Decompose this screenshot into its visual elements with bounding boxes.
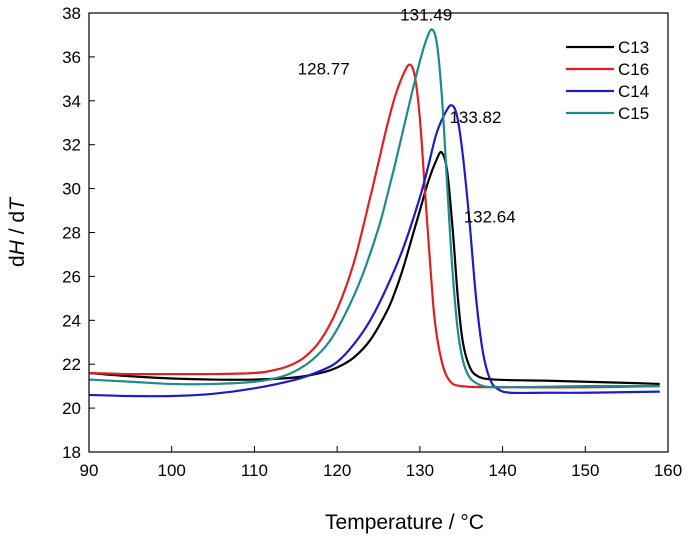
- y-tick-label: 20: [62, 399, 81, 418]
- legend-label-c14: C14: [618, 82, 649, 101]
- legend-label-c16: C16: [618, 60, 649, 79]
- peak-label-c14: 133.82: [449, 108, 501, 127]
- peak-label-c16: 128.77: [298, 60, 350, 79]
- x-tick-label: 160: [654, 461, 682, 480]
- x-tick-label: 120: [323, 461, 351, 480]
- series-layer: [88, 28, 660, 398]
- ticks-layer: 90 100 110 120 130 140 150 160 18 20 22 24 26 28 30 32 3…: [62, 4, 682, 480]
- x-tick-label: 100: [158, 461, 186, 480]
- y-tick-label: 26: [62, 267, 81, 286]
- y-tick-label: 24: [62, 311, 81, 330]
- y-tick-label: 32: [62, 136, 81, 155]
- series-line-c15: [88, 28, 660, 389]
- y-tick-label: 34: [62, 92, 81, 111]
- legend: C13 C16 C14 C15: [566, 38, 649, 123]
- peak-label-c15: 131.49: [400, 5, 452, 24]
- x-axis-title: Temperature / °C: [325, 511, 484, 534]
- series-line-c16: [88, 63, 660, 389]
- legend-label-c15: C15: [618, 104, 649, 123]
- y-tick-label: 22: [62, 355, 81, 374]
- peak-label-c13: 132.64: [464, 207, 516, 226]
- x-tick-label: 110: [241, 461, 268, 480]
- y-tick-label: 28: [62, 224, 81, 243]
- y-tick-label: 38: [62, 4, 81, 23]
- x-tick-label: 150: [571, 461, 599, 480]
- legend-label-c13: C13: [618, 38, 649, 57]
- y-axis-title-part-3: / d: [6, 211, 29, 240]
- y-axis-title-part-2: H: [6, 239, 29, 255]
- y-tick-label: 18: [62, 443, 81, 462]
- x-tick-label: 130: [406, 461, 434, 480]
- y-tick-label: 36: [62, 48, 81, 67]
- x-tick-label: 90: [80, 461, 99, 480]
- series-line-c13: [88, 150, 660, 386]
- y-tick-label: 30: [62, 180, 81, 199]
- y-axis-title-part-4: T: [6, 196, 29, 211]
- annotation-layer: 131.49 128.77 133.82 132.64: [298, 5, 516, 226]
- y-axis-title-part-1: d: [6, 255, 29, 267]
- y-axis-title: dH / dT: [6, 196, 29, 267]
- series-line-c14: [88, 104, 660, 398]
- x-tick-label: 140: [488, 461, 516, 480]
